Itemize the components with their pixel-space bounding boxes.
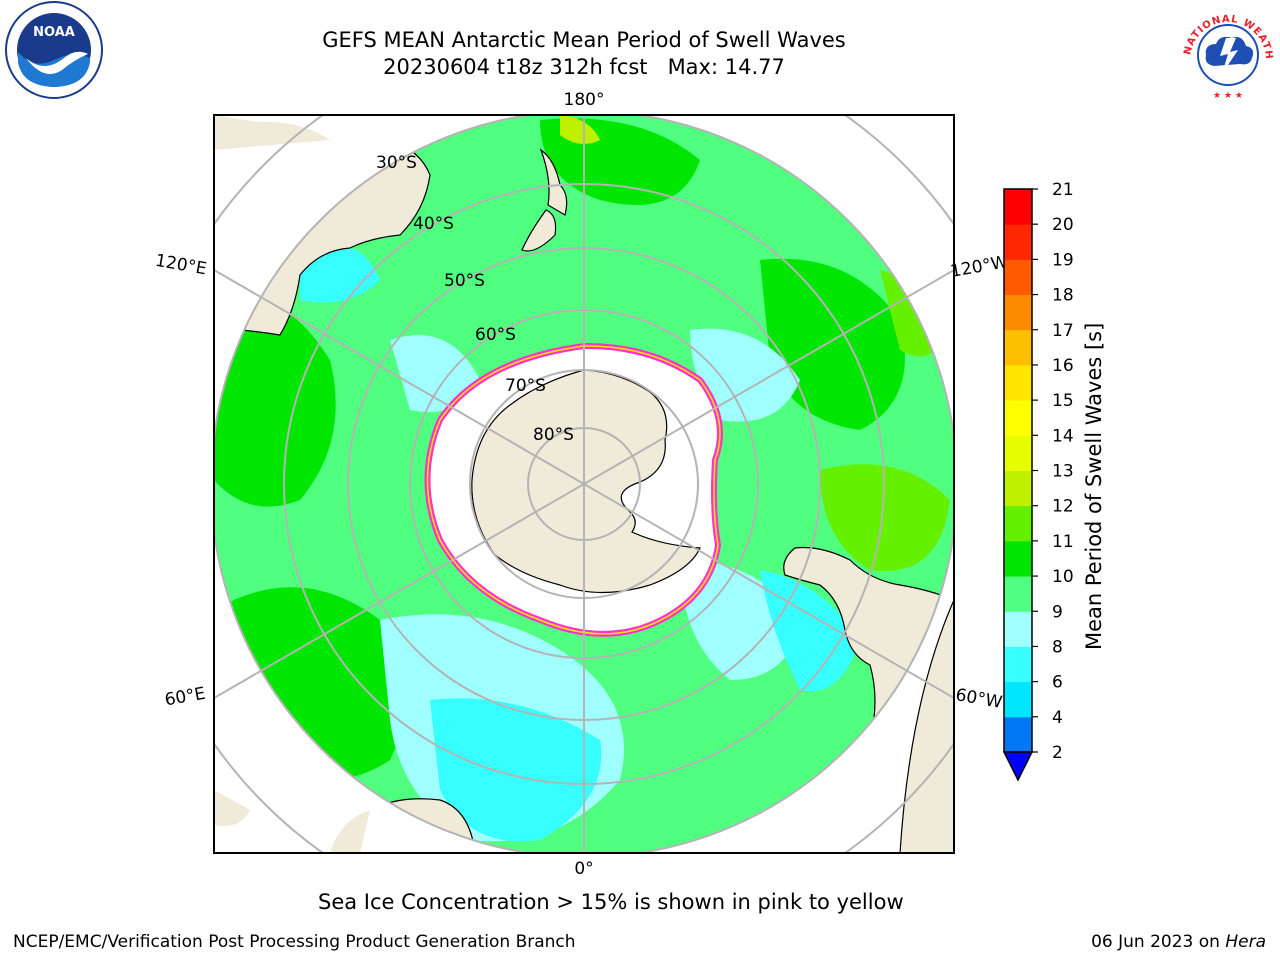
antarctica-land: [471, 369, 701, 594]
lat-label-30s: 30°S: [376, 153, 417, 173]
map-frame: [213, 114, 955, 854]
footer-date: 06 Jun 2023 on Hera: [1091, 932, 1266, 952]
colorbar-label: Mean Period of Swell Waves [s]: [1082, 322, 1106, 650]
lon-label-0: 0°: [574, 859, 593, 879]
lon-label-120w: 120°W: [949, 252, 1010, 282]
svg-text:★ ★ ★: ★ ★ ★: [1213, 91, 1243, 101]
lon-label-180: 180°: [564, 90, 605, 110]
lat-label-60s: 60°S: [475, 325, 516, 345]
lon-label-60w: 60°W: [954, 685, 1004, 713]
lat-label-40s: 40°S: [413, 214, 454, 234]
footer-credit: NCEP/EMC/Verification Post Processing Pr…: [13, 932, 576, 952]
lat-label-80s: 80°S: [533, 425, 574, 445]
footer-host: Hera: [1225, 932, 1266, 952]
noaa-logo-text: NOAA: [33, 25, 75, 40]
sea-ice-caption: Sea Ice Concentration > 15% is shown in …: [318, 890, 904, 914]
chart-title: GEFS MEAN Antarctic Mean Period of Swell…: [322, 28, 846, 52]
chart-subtitle: 20230604 t18z 312h fcst Max: 14.77: [383, 55, 785, 79]
lat-label-70s: 70°S: [505, 376, 546, 396]
noaa-logo: NOAA: [5, 1, 103, 99]
nws-logo: NATIONAL WEATHER SERVICE ★ ★ ★: [1176, 0, 1278, 102]
lon-label-60e: 60°E: [163, 684, 207, 711]
lat-label-50s: 50°S: [444, 271, 485, 291]
footer-date-text: 06 Jun 2023 on: [1091, 932, 1226, 952]
lon-label-120e: 120°E: [154, 251, 208, 280]
graticule: [214, 115, 954, 853]
new-zealand-land: [539, 148, 568, 216]
